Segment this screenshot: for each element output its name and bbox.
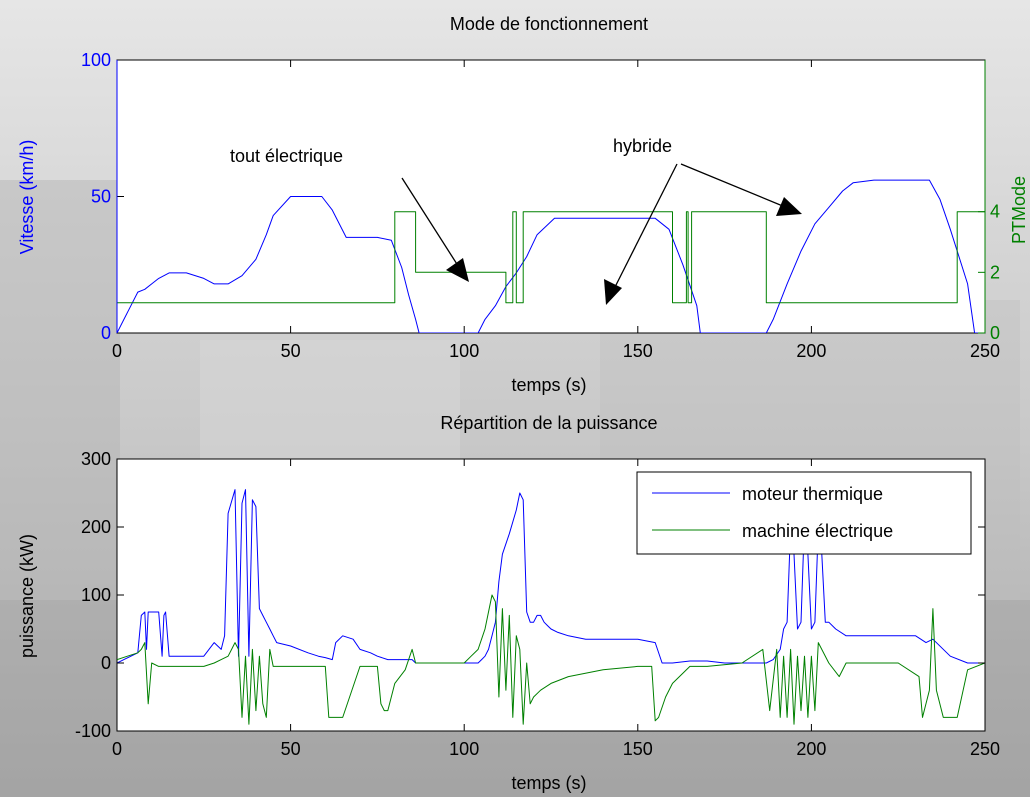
top-plot-lines [117,179,985,333]
bottom-x-tick-label: 0 [112,739,122,759]
top-x-tick-label: 200 [796,341,826,361]
arrow-tout-electrique [401,177,463,273]
top-y-right-tick-label: 4 [990,202,1000,222]
top-subplot: 0 50 100 150 200 250 0 50 100 0 2 4 Mode de fonct… [17,14,1029,395]
legend-label-machine: machine électrique [742,521,893,541]
top-y-axis-label: Vitesse (km/h) [17,140,37,255]
annotation-tout-electrique: tout électrique [230,146,343,166]
bottom-chart-title: Répartition de la puissance [440,413,657,433]
legend: moteur thermique machine électrique [636,471,972,555]
bottom-x-axis-label: temps (s) [511,773,586,793]
bottom-x-tick-label: 100 [449,739,479,759]
bottom-series-moteur-thermique-line [117,489,985,664]
bottom-x-tick-label: 200 [796,739,826,759]
legend-label-moteur: moteur thermique [742,484,883,504]
arrowhead-tout-electrique [446,258,469,282]
top-y-tick-label: 0 [101,323,111,343]
top-y-tick-label: 50 [91,187,111,207]
top-chart-title: Mode de fonctionnement [450,14,648,34]
arrowhead-hybride-2 [776,197,802,216]
annotation-hybride: hybride [613,136,672,156]
top-y-ticks-right: 0 2 4 [116,60,1000,343]
top-x-tick-label: 100 [449,341,479,361]
top-x-ticks: 0 50 100 150 200 250 [112,60,1000,361]
top-y-right-tick-label: 2 [990,262,1000,282]
bottom-y-axis-label: puissance (kW) [17,534,37,658]
bottom-y-tick-label: 300 [81,449,111,469]
top-y-right-tick-label: 0 [990,323,1000,343]
top-y-ticks: 0 50 100 [81,50,124,343]
top-x-tick-label: 50 [281,341,301,361]
bottom-x-ticks: 0 50 100 150 200 250 [112,459,1000,759]
arrow-hybride-2 [680,163,791,210]
bottom-x-tick-label: 50 [281,739,301,759]
bottom-y-tick-label: 200 [81,517,111,537]
bottom-plot-lines [117,489,985,725]
top-plot-area [116,59,986,334]
annotation-arrows [401,163,802,305]
bottom-x-tick-label: 250 [970,739,1000,759]
top-x-tick-label: 250 [970,341,1000,361]
top-series-ptmode-line [117,211,985,304]
bottom-y-tick-label: -100 [75,721,111,741]
top-y-axis-label-right: PTMode [1009,176,1029,244]
bottom-series-machine-lectrique-line [117,594,985,725]
top-x-tick-label: 0 [112,341,122,361]
top-x-tick-label: 150 [623,341,653,361]
arrow-hybride-1 [611,163,678,294]
legend-box [636,471,972,555]
arrowhead-hybride-1 [604,279,622,305]
bottom-y-ticks: -100 0 100 200 300 [75,449,985,741]
top-y-tick-label: 100 [81,50,111,70]
bottom-y-tick-label: 100 [81,585,111,605]
top-x-axis-label: temps (s) [511,375,586,395]
bottom-y-tick-label: 0 [101,653,111,673]
bottom-x-tick-label: 150 [623,739,653,759]
